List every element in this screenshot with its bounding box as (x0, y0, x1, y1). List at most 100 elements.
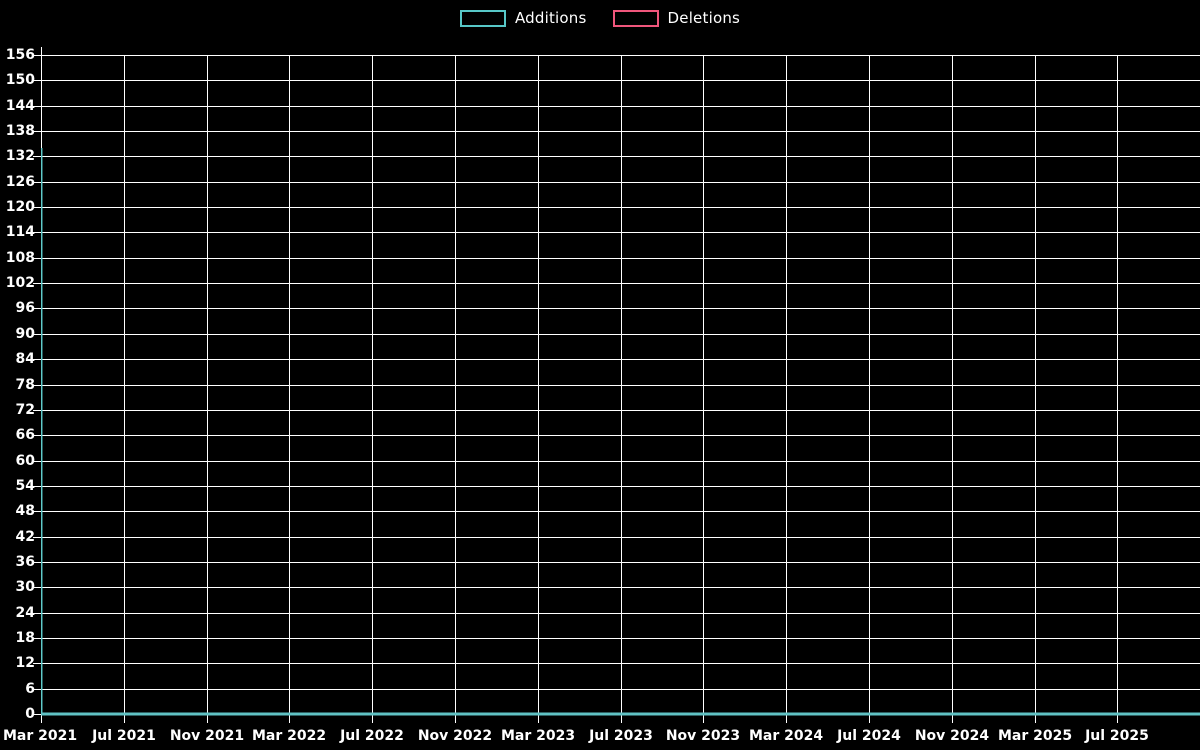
series-line-additions (41, 147, 1200, 716)
x-tick-label: Jul 2024 (837, 728, 901, 744)
y-tick-label: 18 (15, 630, 35, 646)
y-tick-label: 42 (15, 529, 35, 545)
y-tick-mark (33, 131, 41, 132)
data-series-layer (41, 55, 1200, 716)
y-tick-label: 132 (5, 148, 35, 164)
y-tick-label: 150 (5, 72, 35, 88)
gridline-vertical (703, 55, 704, 714)
x-tick-mark (207, 715, 208, 723)
gridline-vertical (124, 55, 125, 714)
x-tick-mark (538, 715, 539, 723)
y-tick-label: 12 (15, 655, 35, 671)
y-tick-mark (33, 461, 41, 462)
y-tick-label: 24 (15, 605, 35, 621)
x-tick-mark (455, 715, 456, 723)
x-tick-label: Jul 2025 (1085, 728, 1149, 744)
y-tick-label: 78 (15, 377, 35, 393)
y-tick-mark (33, 385, 41, 386)
x-tick-label: Nov 2022 (417, 728, 493, 744)
y-tick-mark (33, 537, 41, 538)
gridline-vertical (621, 55, 622, 714)
y-tick-mark (33, 562, 41, 563)
y-tick-mark (33, 511, 41, 512)
y-tick-mark (33, 258, 41, 259)
y-tick-mark (33, 283, 41, 284)
y-tick-mark (33, 80, 41, 81)
legend-label-additions: Additions (514, 9, 587, 27)
gridline-horizontal (41, 359, 1200, 360)
gridline-horizontal (41, 385, 1200, 386)
y-tick-mark (33, 334, 41, 335)
x-tick-mark (703, 715, 704, 723)
plot-area (41, 55, 1200, 714)
y-tick-mark (33, 55, 41, 56)
x-tick-mark (621, 715, 622, 723)
legend-item-additions[interactable]: Additions (459, 9, 587, 27)
x-tick-mark (786, 715, 787, 723)
y-tick-label: 36 (15, 554, 35, 570)
gridline-horizontal (41, 435, 1200, 436)
gridline-vertical (289, 55, 290, 714)
gridline-horizontal (41, 613, 1200, 614)
gridline-horizontal (41, 207, 1200, 208)
gridline-vertical (869, 55, 870, 714)
x-tick-mark (289, 715, 290, 723)
x-tick-label: Mar 2022 (251, 728, 327, 744)
gridline-vertical (455, 55, 456, 714)
y-tick-label: 6 (25, 681, 35, 697)
y-tick-mark (33, 232, 41, 233)
x-tick-mark (1035, 715, 1036, 723)
x-tick-label: Jul 2021 (92, 728, 156, 744)
y-tick-mark (33, 613, 41, 614)
y-tick-label: 90 (15, 326, 35, 342)
gridline-horizontal (41, 511, 1200, 512)
gridline-vertical (538, 55, 539, 714)
y-tick-label: 66 (15, 427, 35, 443)
y-tick-mark (33, 587, 41, 588)
gridline-horizontal (41, 486, 1200, 487)
gridline-vertical (1117, 55, 1118, 714)
x-tick-mark (372, 715, 373, 723)
gridline-horizontal (41, 80, 1200, 81)
chart-legend: Additions Deletions (0, 0, 1200, 36)
series-svg (41, 147, 1200, 716)
gridline-horizontal (41, 283, 1200, 284)
gridline-horizontal (41, 562, 1200, 563)
x-tick-label: Jul 2022 (340, 728, 404, 744)
gridline-horizontal (41, 689, 1200, 690)
y-tick-mark (33, 359, 41, 360)
y-tick-mark (33, 156, 41, 157)
x-tick-label: Jul 2023 (589, 728, 653, 744)
y-tick-label: 72 (15, 402, 35, 418)
gridline-horizontal (41, 308, 1200, 309)
y-tick-label: 108 (5, 250, 35, 266)
legend-swatch-icon-deletions (612, 9, 659, 27)
gridline-horizontal (41, 258, 1200, 259)
x-tick-mark (1117, 715, 1118, 723)
y-tick-mark (33, 410, 41, 411)
gridline-horizontal (41, 55, 1200, 56)
y-tick-mark (33, 182, 41, 183)
y-tick-mark (33, 663, 41, 664)
x-tick-mark (952, 715, 953, 723)
y-tick-label: 60 (15, 453, 35, 469)
y-tick-label: 156 (5, 47, 35, 63)
gridline-horizontal (41, 182, 1200, 183)
x-tick-label: Mar 2021 (3, 728, 78, 744)
y-tick-label: 0 (25, 706, 35, 722)
y-tick-label: 102 (5, 275, 35, 291)
gridline-horizontal (41, 131, 1200, 132)
y-tick-label: 114 (5, 224, 35, 240)
gridline-vertical (786, 55, 787, 714)
y-tick-label: 30 (15, 579, 35, 595)
gridline-horizontal (41, 461, 1200, 462)
gridline-vertical (952, 55, 953, 714)
gridline-horizontal (41, 663, 1200, 664)
y-tick-mark (33, 106, 41, 107)
y-tick-label: 144 (5, 98, 35, 114)
y-tick-label: 126 (5, 174, 35, 190)
legend-item-deletions[interactable]: Deletions (612, 9, 741, 27)
y-tick-mark (33, 714, 41, 715)
y-tick-label: 48 (15, 503, 35, 519)
